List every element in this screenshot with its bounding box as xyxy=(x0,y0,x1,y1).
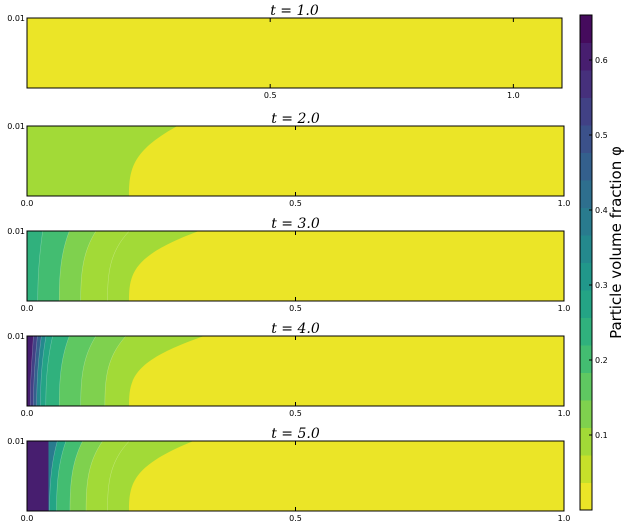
colorbar-level xyxy=(580,97,592,126)
colorbar-label: Particle volume fraction φ xyxy=(607,146,625,339)
colorbar-level xyxy=(580,70,592,98)
panel-5: 0.0 0.5 1.0 0.01 t = 5.0 xyxy=(7,426,570,523)
colorbar-level xyxy=(580,345,592,373)
x-tick-label: 0.5 xyxy=(289,304,302,313)
x-tick-label: 0.0 xyxy=(21,199,34,208)
y-tick-label: 0.01 xyxy=(7,227,25,236)
colorbar-level xyxy=(580,42,592,71)
axes-frame xyxy=(26,17,563,89)
x-tick-label: 0.0 xyxy=(21,304,34,313)
colorbar-tick-label: 0.3 xyxy=(595,281,608,290)
panel-title: t = 2.0 xyxy=(271,111,320,127)
colorbar-level xyxy=(580,207,592,236)
colorbar-level xyxy=(580,400,592,428)
colorbar-level xyxy=(580,482,592,511)
colorbar-level xyxy=(580,290,592,318)
panel-3: 0.0 0.5 1.0 0.01 t = 3.0 xyxy=(7,216,570,313)
y-tick-label: 0.01 xyxy=(7,332,25,341)
panel-title: t = 4.0 xyxy=(271,321,320,337)
colorbar-frame xyxy=(579,14,593,511)
colorbar-level xyxy=(580,455,592,483)
colorbar-tick-label: 0.4 xyxy=(595,206,608,215)
x-tick-label: 1.0 xyxy=(507,91,520,100)
x-tick-label: 1.0 xyxy=(558,199,571,208)
x-tick-label: 1.0 xyxy=(558,409,571,418)
colorbar-level xyxy=(580,235,592,263)
x-tick-label: 0.0 xyxy=(21,514,34,523)
colorbar-level xyxy=(580,317,592,346)
colorbar-tick-label: 0.2 xyxy=(595,356,608,365)
y-tick-label: 0.01 xyxy=(7,437,25,446)
packed-plug xyxy=(27,441,49,511)
colorbar-tick-label: 0.1 xyxy=(595,431,608,440)
colorbar-tick-label: 0.6 xyxy=(595,56,608,65)
x-tick-label: 0.5 xyxy=(289,409,302,418)
field-background xyxy=(27,18,562,88)
colorbar-level xyxy=(580,152,592,181)
front-region xyxy=(27,126,178,196)
panel-4: 0.0 0.5 1.0 0.01 t = 4.0 xyxy=(7,321,570,418)
x-tick-label: 0.5 xyxy=(289,199,302,208)
y-tick-label: 0.01 xyxy=(7,122,25,131)
colorbar-tick-label: 0.5 xyxy=(595,131,608,140)
colorbar-level xyxy=(580,372,592,401)
panel-title: t = 1.0 xyxy=(270,3,319,19)
x-tick-label: 1.0 xyxy=(558,304,571,313)
y-tick-label: 0.01 xyxy=(7,14,25,23)
x-tick-label: 1.0 xyxy=(558,514,571,523)
colorbar: 0.1 0.2 0.3 0.4 0.5 0.6 Particle volume fracti… xyxy=(579,14,625,511)
x-tick-label: 0.5 xyxy=(264,91,277,100)
x-tick-label: 0.5 xyxy=(289,514,302,523)
colorbar-level xyxy=(580,180,592,208)
panel-title: t = 3.0 xyxy=(271,216,320,232)
colorbar-level xyxy=(580,427,592,456)
panel-1: 0.5 1.0 0.01 t = 1.0 xyxy=(7,3,563,100)
colorbar-level xyxy=(580,262,592,291)
colorbar-level xyxy=(580,15,592,43)
panel-2: 0.0 0.5 1.0 0.01 t = 2.0 xyxy=(7,111,570,208)
x-tick-label: 0.0 xyxy=(21,409,34,418)
colorbar-level xyxy=(580,125,592,153)
panel-title: t = 5.0 xyxy=(271,426,320,442)
panels: 0.5 1.00.01 t = 1.00.0 0.5 1.00.01 t = 2.00.0… xyxy=(7,3,570,523)
